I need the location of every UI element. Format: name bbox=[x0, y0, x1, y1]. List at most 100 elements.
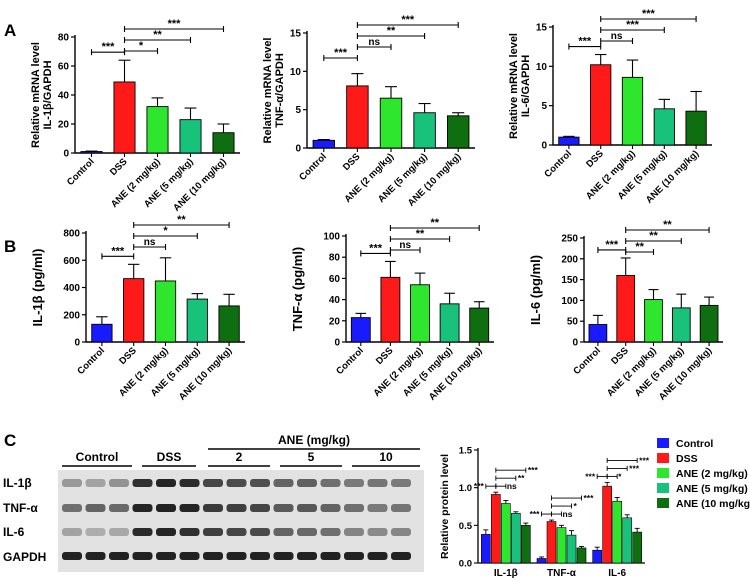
blot-band bbox=[391, 552, 411, 560]
x-tick-label: Control bbox=[542, 148, 574, 180]
x-tick-label: DSS bbox=[108, 156, 130, 178]
chart-tnfa-elisa: 0 20 40 60 80 100 TNF-α (pg/ml) Control DSS ANE (… bbox=[290, 217, 494, 403]
bar bbox=[653, 108, 675, 146]
blot-band bbox=[132, 479, 153, 487]
x-tick-label: TNF-α bbox=[547, 568, 577, 579]
legend-label: ANE (2 mg/kg) bbox=[676, 468, 748, 480]
chart-il6-mrna: 0 5 10 15 Relative mRNA level IL-6/GAPDH Contr… bbox=[508, 8, 712, 206]
blot-band bbox=[62, 528, 82, 536]
y-tick-label: 60 bbox=[58, 62, 70, 73]
bar bbox=[612, 500, 622, 564]
bar bbox=[80, 151, 103, 154]
blot-label-control: Control bbox=[76, 450, 119, 464]
sig-label: *** bbox=[401, 14, 415, 26]
blot-band bbox=[85, 479, 106, 487]
blot-band bbox=[109, 528, 129, 536]
y-tick-label: 0 bbox=[63, 149, 69, 160]
chart-tnfa-mrna: 0 5 10 15 Relative mRNA level TNF-α/GAPDH Cont… bbox=[262, 14, 475, 209]
sig-label: ns bbox=[507, 481, 517, 491]
legend-label: ANE (10 mg/kg) bbox=[676, 498, 750, 510]
bar bbox=[380, 276, 401, 343]
panel-label-a: A bbox=[4, 21, 16, 40]
bar bbox=[123, 278, 145, 343]
blot-band bbox=[391, 504, 411, 512]
blot-band bbox=[250, 528, 270, 536]
y-tick-label: 40 bbox=[329, 295, 341, 306]
x-tick-label: DSS bbox=[584, 148, 606, 170]
legend-label: ANE (5 mg/kg) bbox=[676, 483, 748, 495]
blot-band bbox=[62, 504, 82, 512]
y-tick-label: 100 bbox=[323, 232, 340, 243]
sig-label: *** bbox=[369, 242, 383, 254]
blot-band bbox=[367, 479, 388, 487]
blot-band bbox=[226, 528, 247, 536]
blot-band bbox=[367, 528, 388, 536]
blot-row-il6: IL-6 bbox=[3, 525, 25, 539]
y-axis-label: TNF-α (pg/ml) bbox=[290, 247, 305, 332]
y-tick-label: 0 bbox=[334, 338, 340, 349]
blot-band bbox=[85, 504, 106, 512]
bar bbox=[446, 115, 470, 149]
y-tick-label: 10 bbox=[290, 67, 302, 78]
bar bbox=[699, 304, 719, 343]
legend-label: DSS bbox=[676, 453, 698, 465]
y-axis-label: Relative mRNA level bbox=[508, 33, 520, 139]
sig-label: *** bbox=[585, 471, 596, 481]
y-tick-label: 1.5 bbox=[459, 446, 473, 457]
sig-label: *** bbox=[626, 19, 640, 31]
blot-label-dss: DSS bbox=[157, 450, 182, 464]
blot-band bbox=[297, 552, 317, 560]
y-tick-label: 1.0 bbox=[459, 483, 472, 494]
sig-label: *** bbox=[168, 18, 182, 30]
y-tick-label: 5 bbox=[295, 105, 301, 116]
y-tick-label: 20 bbox=[58, 120, 70, 131]
blot-band bbox=[132, 528, 153, 536]
y-tick-label: 10 bbox=[536, 62, 548, 73]
sig-label: * bbox=[163, 225, 168, 237]
blot-band bbox=[179, 479, 200, 487]
sig-label: * bbox=[139, 40, 144, 52]
x-tick-label: Control bbox=[334, 345, 366, 377]
legend-swatch bbox=[657, 453, 669, 463]
sig-label: ** bbox=[518, 473, 525, 483]
sig-label: *** bbox=[111, 245, 125, 257]
sig-label: ** bbox=[153, 29, 162, 41]
bar bbox=[685, 110, 707, 146]
sig-label: * bbox=[574, 501, 578, 511]
bar bbox=[558, 136, 580, 146]
y-tick-label: 600 bbox=[63, 256, 80, 267]
blot-band bbox=[344, 552, 364, 560]
bar bbox=[186, 298, 208, 343]
blot-band bbox=[226, 504, 247, 512]
blot-band bbox=[250, 479, 270, 487]
sig-label: ** bbox=[649, 230, 658, 242]
blot-band bbox=[85, 528, 106, 536]
blot-band bbox=[273, 528, 294, 536]
y-tick-label: 200 bbox=[63, 310, 80, 321]
legend-swatch bbox=[657, 483, 669, 493]
blot-band bbox=[391, 528, 411, 536]
x-tick-label: Control bbox=[297, 151, 329, 183]
blot-band bbox=[156, 528, 176, 536]
y-tick-label: 5 bbox=[541, 101, 547, 112]
legend: Control DSS ANE (2 mg/kg) ANE (5 mg/kg) ANE … bbox=[657, 438, 750, 510]
bar bbox=[379, 97, 403, 149]
western-blot: Control DSS ANE (mg/kg) 2 5 10 IL-1β TNF… bbox=[3, 433, 424, 572]
blot-band bbox=[273, 552, 294, 560]
bar bbox=[218, 305, 240, 343]
y-tick-label: 200 bbox=[561, 254, 578, 265]
blot-band bbox=[320, 479, 341, 487]
legend-swatch bbox=[657, 468, 669, 478]
y-tick-label: 80 bbox=[58, 33, 70, 44]
bar bbox=[602, 485, 612, 564]
bar bbox=[621, 76, 644, 146]
blot-band bbox=[203, 504, 223, 512]
y-tick-label: 400 bbox=[63, 283, 80, 294]
bar bbox=[590, 64, 612, 146]
y-axis-label: IL-1β/GAPDH bbox=[42, 60, 54, 129]
blot-band bbox=[179, 528, 200, 536]
sig-label: ns bbox=[399, 240, 411, 251]
blot-band bbox=[156, 552, 176, 560]
blot-band bbox=[62, 552, 82, 560]
